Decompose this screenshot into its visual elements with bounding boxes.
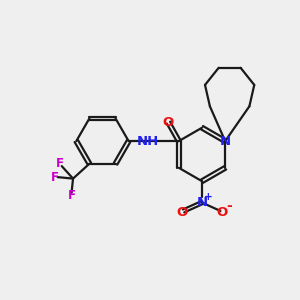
Text: NH: NH bbox=[136, 135, 159, 148]
Text: O: O bbox=[163, 116, 174, 129]
Text: N: N bbox=[196, 196, 208, 209]
Text: F: F bbox=[68, 189, 76, 202]
Text: N: N bbox=[220, 135, 231, 148]
Text: O: O bbox=[216, 206, 228, 219]
Text: F: F bbox=[56, 157, 64, 170]
Text: F: F bbox=[51, 171, 59, 184]
Text: -: - bbox=[226, 200, 232, 214]
Text: O: O bbox=[176, 206, 188, 219]
Text: +: + bbox=[204, 192, 213, 202]
